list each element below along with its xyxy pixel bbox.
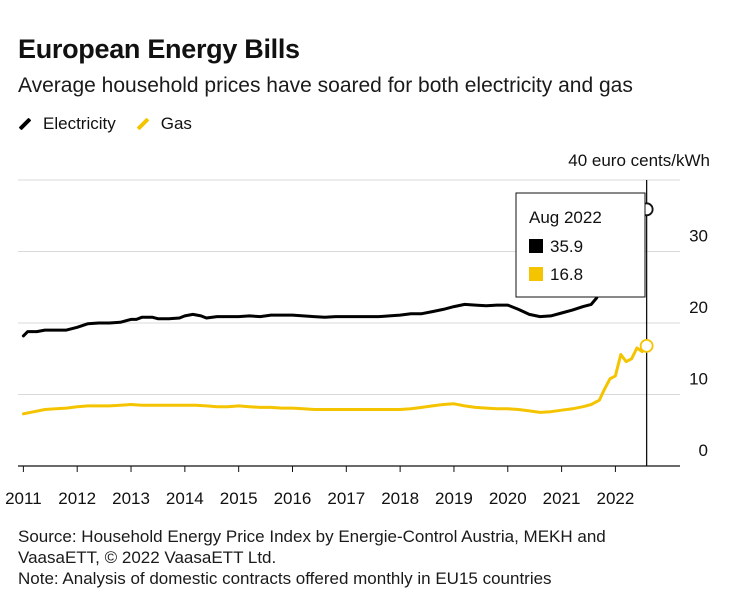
- y-tick-label-30: 30: [689, 227, 708, 246]
- x-tick-label-2017: 2017: [327, 489, 365, 508]
- tooltip-swatch-electricity: [529, 239, 543, 253]
- chart-legend: Electricity Gas: [18, 114, 212, 134]
- tooltip-swatch-gas: [529, 267, 543, 281]
- x-tick-label-2012: 2012: [58, 489, 96, 508]
- x-tick-label-2018: 2018: [381, 489, 419, 508]
- tooltip-value-gas: 16.8: [550, 265, 583, 284]
- x-tick-label-2021: 2021: [543, 489, 581, 508]
- legend-swatch-electricity: [18, 117, 32, 131]
- legend-label-electricity: Electricity: [43, 114, 116, 133]
- x-tick-label-2019: 2019: [435, 489, 473, 508]
- chart-footer: Source: Household Energy Price Index by …: [18, 526, 606, 589]
- y-tick-label-10: 10: [689, 370, 708, 389]
- source-line-2: VaasaETT, © 2022 VaasaETT Ltd.: [18, 548, 277, 567]
- x-tick-label-2020: 2020: [489, 489, 527, 508]
- y-tick-label-0: 0: [699, 441, 708, 460]
- x-tick-label-2022: 2022: [597, 489, 635, 508]
- legend-swatch-gas: [136, 117, 150, 131]
- footnote: Note: Analysis of domestic contracts off…: [18, 569, 552, 588]
- x-tick-label-2014: 2014: [166, 489, 204, 508]
- x-tick-label-2015: 2015: [220, 489, 258, 508]
- x-tick-label-2011: 2011: [5, 489, 42, 508]
- y-axis-unit-label: 40 euro cents/kWh: [568, 151, 710, 170]
- x-tick-label-2016: 2016: [274, 489, 312, 508]
- tooltip-value-electricity: 35.9: [550, 237, 583, 256]
- chart-title: European Energy Bills: [18, 34, 300, 64]
- chart-subtitle: Average household prices have soared for…: [18, 74, 633, 97]
- legend-label-gas: Gas: [160, 114, 192, 133]
- series-line-electricity: [21, 207, 649, 338]
- series-line-gas: [21, 344, 649, 416]
- y-tick-label-20: 20: [689, 298, 708, 317]
- tooltip-date: Aug 2022: [529, 208, 602, 227]
- line-chart[interactable]: 0 10 20 30 40 euro cents/kWh 2011 2012 2013 2014…: [0, 140, 731, 520]
- legend-item-gas[interactable]: Gas: [136, 114, 192, 134]
- highlight-marker-gas: [639, 338, 654, 353]
- x-tick-label-2013: 2013: [112, 489, 150, 508]
- source-line-1: Source: Household Energy Price Index by …: [18, 527, 606, 546]
- legend-item-electricity[interactable]: Electricity: [18, 114, 116, 134]
